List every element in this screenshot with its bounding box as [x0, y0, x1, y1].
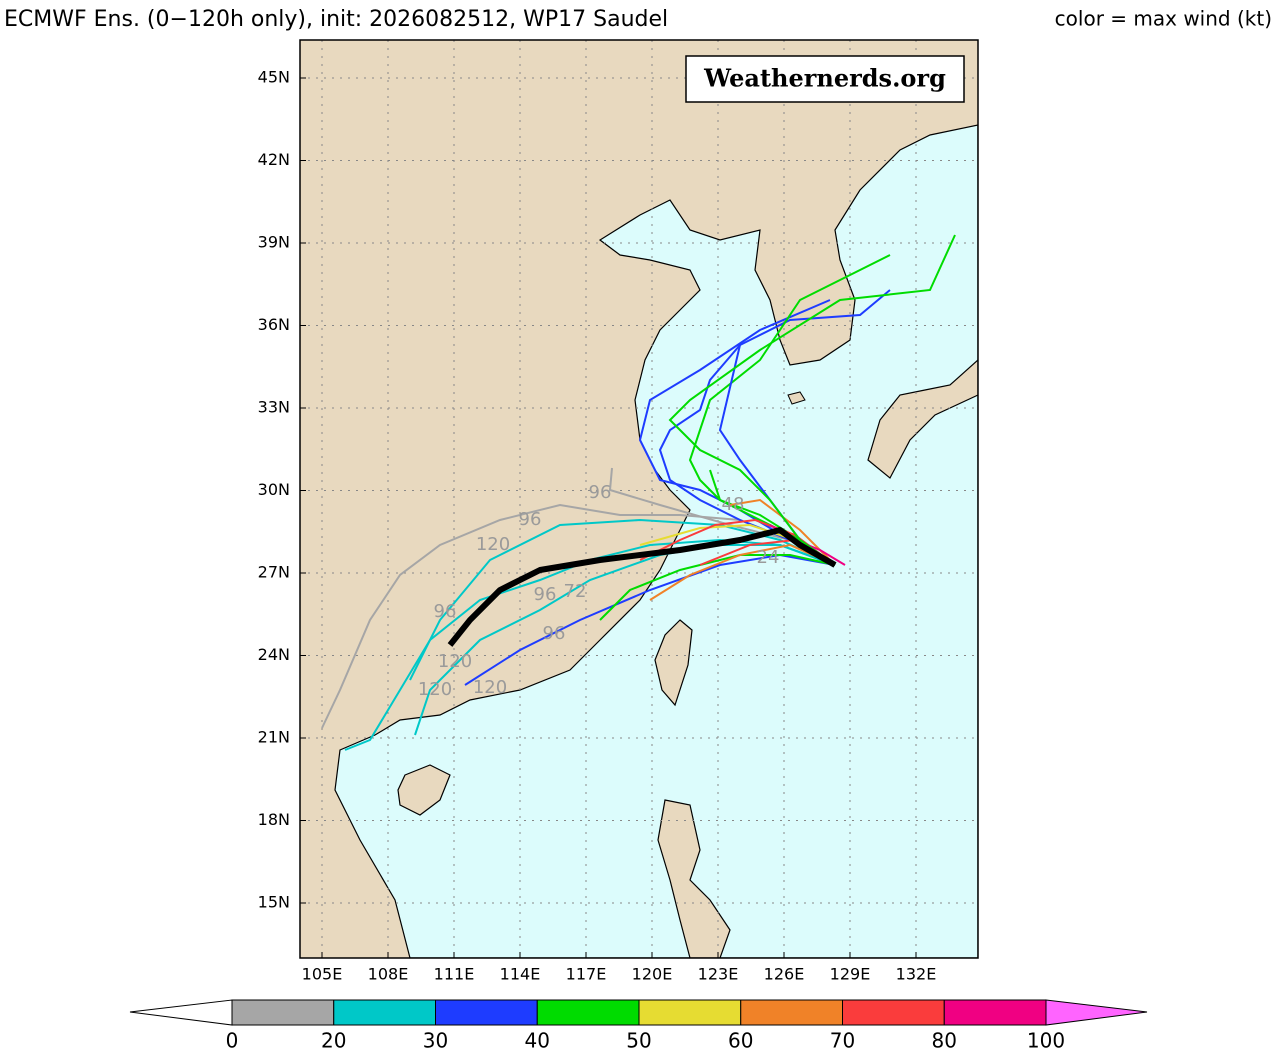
track-label: 96: [543, 623, 566, 644]
lat-label: 36N: [258, 315, 290, 334]
track-label: 24: [757, 547, 780, 568]
lat-label: 24N: [258, 645, 290, 664]
colorbar-label: 100: [1027, 1029, 1065, 1053]
track-label: 96: [434, 601, 457, 622]
track-label: 96: [519, 509, 542, 530]
lon-label: 120E: [632, 965, 673, 984]
track: [638, 299, 836, 566]
track-label: 72: [564, 581, 587, 602]
colorbar-label: 20: [321, 1029, 346, 1053]
lon-label: 126E: [764, 965, 805, 984]
colorbar-segment: [638, 999, 742, 1026]
lat-label: 15N: [258, 893, 290, 912]
tracks: 96 120 96 72 48 24 96 120 96 120 96 120: [321, 234, 956, 751]
track-label: 120: [438, 651, 472, 672]
track-label: 48: [722, 494, 745, 515]
track: [599, 554, 836, 621]
title: ECMWF Ens. (0−120h only), init: 20260825…: [4, 7, 668, 32]
watermark-box: [685, 55, 965, 103]
lat-label: 18N: [258, 810, 290, 829]
colorbar-label: 60: [728, 1029, 753, 1053]
hainan: [397, 764, 451, 816]
track-label: 96: [534, 584, 557, 605]
track: [409, 518, 836, 681]
colorbar-low: [129, 999, 233, 1026]
colorbar: 0 20 30 40 50 60 70 80 100: [129, 999, 1148, 1053]
colorbar-segment: [536, 999, 640, 1026]
track: [414, 544, 836, 736]
colorbar-segment: [943, 999, 1047, 1026]
watermark: Weathernerds.org: [703, 64, 946, 93]
lon-label: 132E: [896, 965, 937, 984]
colorbar-label: 40: [525, 1029, 550, 1053]
map-frame: [299, 39, 979, 959]
lat-label: 39N: [258, 233, 290, 252]
colorbar-segment: [740, 999, 843, 1026]
luzon: [657, 799, 731, 958]
colorbar-segment: [842, 999, 945, 1026]
ocean: [334, 124, 978, 958]
colorbar-segment: [231, 999, 335, 1026]
track: [649, 543, 836, 601]
color-note: color = max wind (kt): [1055, 7, 1272, 31]
colorbar-high: [1045, 999, 1148, 1026]
jeju: [787, 391, 806, 405]
lat-label: 42N: [258, 150, 290, 169]
colorbar-label: 0: [226, 1029, 239, 1053]
track: [668, 234, 956, 566]
colorbar-segment: [333, 999, 436, 1026]
lon-label: 129E: [830, 965, 871, 984]
lon-label: 108E: [368, 965, 409, 984]
taiwan: [654, 619, 693, 707]
lat-label: 21N: [258, 728, 290, 747]
track-label: 120: [476, 534, 510, 555]
lon-label: 111E: [434, 965, 475, 984]
track-label: 96: [589, 482, 612, 503]
mean-track: [447, 527, 837, 647]
colorbar-label: 50: [626, 1029, 651, 1053]
lon-label: 123E: [698, 965, 739, 984]
lat-label: 30N: [258, 480, 290, 499]
map-area: 96 120 96 72 48 24 96 120 96 120 96 120: [300, 40, 978, 958]
colorbar-label: 80: [932, 1029, 957, 1053]
track: [658, 289, 891, 566]
lon-label: 114E: [500, 965, 541, 984]
colorbar-label: 30: [423, 1029, 448, 1053]
lat-label: 33N: [258, 398, 290, 417]
track-label: 120: [473, 677, 507, 698]
grid: [300, 40, 978, 958]
colorbar-label: 70: [830, 1029, 855, 1053]
lon-label: 105E: [302, 965, 343, 984]
lat-label: 27N: [258, 563, 290, 582]
colorbar-segment: [435, 999, 538, 1026]
track-label: 120: [418, 679, 452, 700]
lon-label: 117E: [566, 965, 607, 984]
lat-label: 45N: [258, 68, 290, 87]
